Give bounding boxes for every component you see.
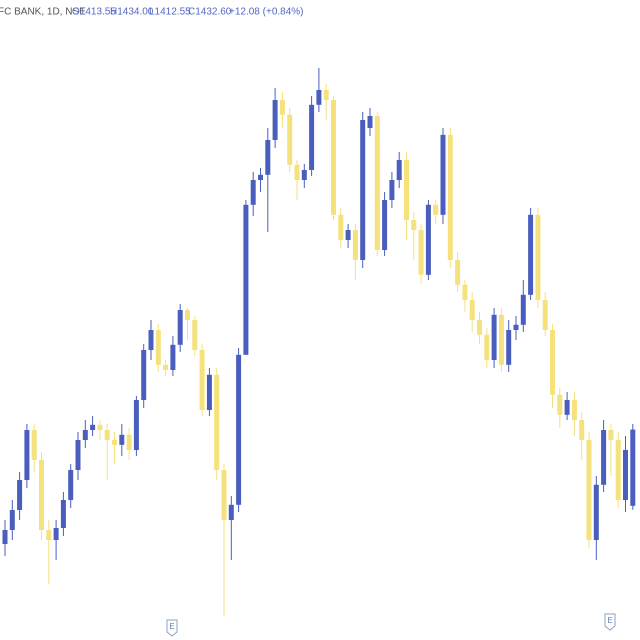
candle-body [586,440,592,540]
candle-body [287,114,293,165]
candle-body [564,400,570,415]
candle-body [498,314,504,365]
candle-body [571,400,577,420]
candle-body [404,160,409,220]
candle-body [126,434,132,450]
candle-body [53,528,59,540]
candle-body [593,484,599,540]
candle-body [39,460,44,530]
event-marker[interactable]: E [166,619,178,637]
candle-body [455,260,461,285]
candle-body [177,310,183,345]
candle-body [623,450,628,500]
candle-body [462,284,468,300]
candle-body [24,430,30,480]
candle-body [236,354,242,505]
candle-body [46,530,52,540]
candle-body [185,310,190,320]
candle-body [411,220,417,230]
candle-body [579,420,585,440]
candle-body [557,394,563,415]
candle-body [17,480,23,510]
candle-body [425,204,431,275]
candle-body [331,100,336,215]
candle-body [396,160,402,180]
candle-body [31,430,37,460]
candle-body [374,116,380,250]
candle-body [506,330,512,365]
candle-body [68,470,74,500]
candle-body [440,134,446,215]
candle-body [104,430,110,440]
candle-body [615,440,621,500]
candle-body [221,470,227,520]
symbol: FC BANK, 1D, NSE [0,7,86,18]
candle-body [630,429,636,506]
header-high: H1434.00 [110,7,154,18]
candle-body [141,350,147,400]
candle-body [469,300,475,320]
candle-body [2,530,8,544]
candle-body [338,214,344,240]
candle-body [170,344,176,370]
candle-body [447,134,453,260]
candle-body [550,330,555,395]
candle-body [272,100,278,140]
candle-body [112,440,117,445]
event-label: E [607,616,612,625]
candle-body [192,320,198,350]
candle-body [301,170,307,180]
candle-body [294,164,300,180]
candle-body [214,374,220,470]
candle-body [367,116,373,128]
candle-body [323,90,329,100]
header-change: +12.08 (+0.84%) [229,7,304,18]
candle-body [82,430,88,440]
candle-body [279,100,285,115]
candle-body [520,294,526,325]
candle-body [316,90,322,105]
candle-body [389,180,395,200]
candle-body [309,104,315,170]
event-label: E [169,622,174,631]
candle-body [133,400,139,450]
candle-body [360,120,366,260]
candle-body [352,230,358,260]
candle-body [608,430,614,440]
candle-body [433,204,439,215]
candle-body [535,214,541,300]
candle-body [148,330,154,350]
candle-body [97,424,103,430]
candle-body [250,180,256,205]
event-marker[interactable]: E [604,613,616,631]
candle-body [243,204,249,355]
candle-body [60,500,66,528]
candle-body [206,374,212,410]
candle-body [228,504,234,520]
candle-body [163,364,169,370]
candle-body [513,324,519,330]
candle-body [199,350,205,410]
candle-body [528,214,534,295]
candle-body [542,300,548,330]
candle-body [491,314,497,360]
candle-body [265,140,271,175]
candle-body [119,434,125,445]
header-open: O1413.55 [72,7,116,18]
candle-body [382,200,388,250]
candle-body [90,424,96,430]
candle-body [9,510,15,530]
candle-body [345,230,351,240]
candle-body [155,330,161,365]
candle-body [258,174,263,180]
candle-body [601,430,607,485]
candle-body [484,334,490,360]
candle-body [477,320,482,335]
header-low: L1412.55 [149,7,191,18]
header-close: C1432.60 [188,7,232,18]
candle-body [75,440,81,470]
candle-body [418,230,424,275]
